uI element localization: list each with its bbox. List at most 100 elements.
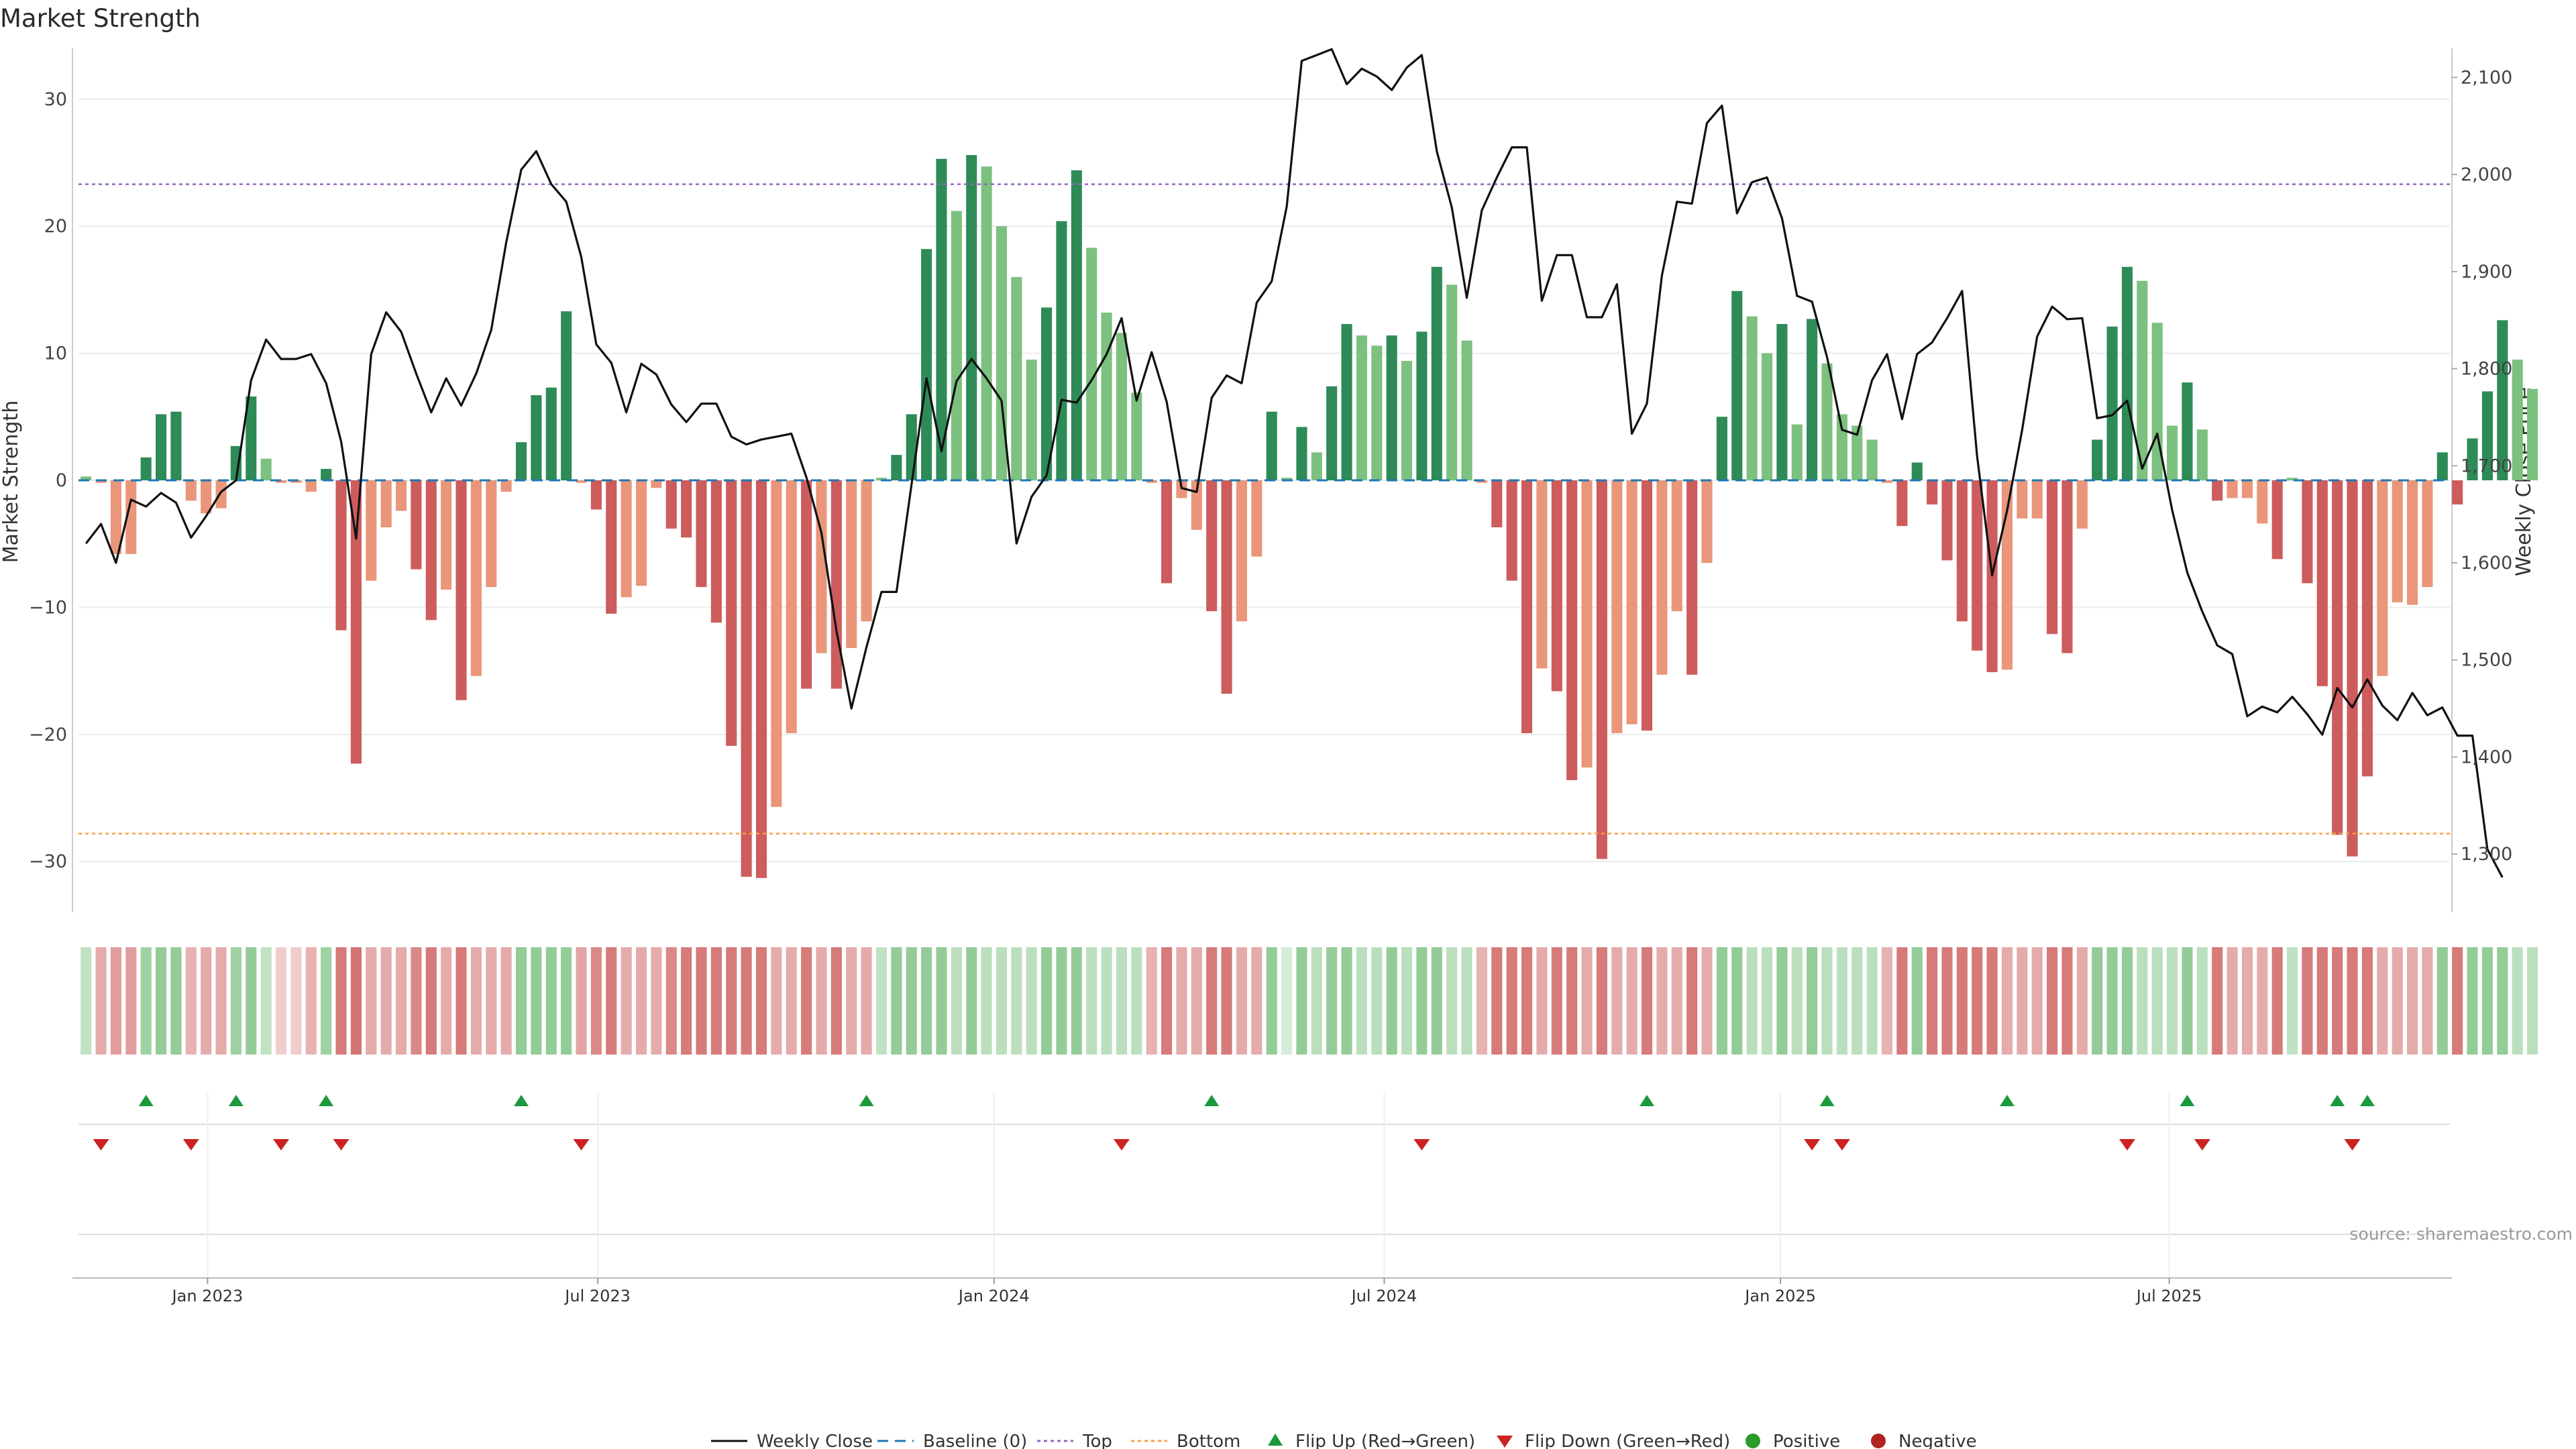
y-tick-left: 10 xyxy=(44,343,67,364)
strength-bar xyxy=(1941,480,1953,561)
heat-cell xyxy=(1761,947,1773,1055)
heat-cell xyxy=(140,947,152,1055)
strength-bar xyxy=(801,480,812,689)
strength-bar xyxy=(2497,320,2508,480)
x-tick-label: Jan 2023 xyxy=(171,1287,244,1305)
x-tick-label: Jan 2024 xyxy=(957,1287,1030,1305)
strength-bar xyxy=(2241,480,2253,498)
y-tick-right: 1,900 xyxy=(2461,262,2512,282)
strength-bar xyxy=(366,480,377,581)
y-tick-left: −20 xyxy=(29,724,67,745)
strength-bar xyxy=(1236,480,1247,622)
strength-bar xyxy=(1071,170,1082,480)
heat-cell xyxy=(2182,947,2193,1055)
heat-cell xyxy=(681,947,692,1055)
legend-item-top: Top xyxy=(1037,1432,1112,1449)
reference-lines xyxy=(78,183,2450,835)
heat-cell xyxy=(1446,947,1458,1055)
heat-cell xyxy=(1626,947,1638,1055)
strength-bar xyxy=(455,480,467,700)
strength-bar xyxy=(2332,480,2343,835)
heat-cell xyxy=(1011,947,1022,1055)
flip-up-marker xyxy=(138,1095,154,1106)
heat-cell xyxy=(350,947,362,1055)
y-tick-left: 0 xyxy=(56,470,67,491)
heat-cell xyxy=(665,947,677,1055)
strength-bar xyxy=(2467,438,2478,480)
strength-bar xyxy=(321,468,332,480)
strength-bar xyxy=(2347,480,2358,857)
heat-cell xyxy=(1356,947,1367,1055)
legend-item-positive: Positive xyxy=(1746,1432,1840,1449)
legend-item-negative: Negative xyxy=(1871,1432,1977,1449)
heat-cell xyxy=(1896,947,1908,1055)
heat-cell xyxy=(2302,947,2313,1055)
strength-bar xyxy=(1191,480,1202,530)
heat-cell xyxy=(786,947,797,1055)
strength-bar xyxy=(1866,439,1878,480)
heat-cell xyxy=(2076,947,2088,1055)
heat-cell xyxy=(1221,947,1232,1055)
strength-bar xyxy=(155,414,167,480)
heat-cell xyxy=(2377,947,2388,1055)
strength-bar xyxy=(786,480,797,733)
heat-cell xyxy=(1866,947,1878,1055)
heat-cell xyxy=(755,947,767,1055)
heat-cell xyxy=(846,947,857,1055)
strength-bar xyxy=(2137,280,2148,480)
heat-cell xyxy=(246,947,257,1055)
y-tick-right: 1,700 xyxy=(2461,455,2512,476)
strength-bar xyxy=(741,480,752,877)
strength-bar xyxy=(846,480,857,649)
strength-bar xyxy=(1146,480,1157,483)
heat-cell xyxy=(590,947,602,1055)
heat-cell xyxy=(201,947,212,1055)
legend-item-baseline: Baseline (0) xyxy=(877,1432,1027,1449)
y-axis-label-left: Market Strength xyxy=(0,400,23,563)
heat-cell xyxy=(1972,947,1983,1055)
strength-bar xyxy=(531,395,542,480)
strength-bar xyxy=(1386,335,1397,480)
heat-cell xyxy=(875,947,888,1055)
heat-cell xyxy=(366,947,377,1055)
heat-cell xyxy=(966,947,977,1055)
strength-bar xyxy=(246,396,257,480)
heat-cell xyxy=(1521,947,1533,1055)
heat-cell xyxy=(1476,947,1487,1055)
strength-bar xyxy=(2001,480,2013,670)
strength-bar xyxy=(621,480,632,598)
legend-item-weekly_close: Weekly Close xyxy=(711,1432,873,1449)
flip-up-marker xyxy=(1999,1095,2015,1106)
flip-up-marker xyxy=(514,1095,529,1106)
strength-bar xyxy=(1671,480,1682,612)
y-tick-right: 1,800 xyxy=(2461,359,2512,380)
flip-down-marker xyxy=(273,1139,290,1150)
strength-bar xyxy=(2196,429,2208,480)
heat-cell xyxy=(1836,947,1847,1055)
heat-cell xyxy=(1341,947,1352,1055)
heat-cell xyxy=(1491,947,1503,1055)
heat-cell xyxy=(1941,947,1953,1055)
strength-bar xyxy=(1416,331,1428,480)
heat-cell xyxy=(996,947,1008,1055)
heat-cell xyxy=(1176,947,1187,1055)
heat-cell xyxy=(830,947,842,1055)
heat-cell xyxy=(2271,947,2283,1055)
strength-bar xyxy=(110,480,121,554)
heat-cell xyxy=(515,947,527,1055)
heat-cell xyxy=(741,947,752,1055)
flip-up-marker xyxy=(2359,1095,2375,1106)
strength-bar xyxy=(830,480,842,689)
flip-down-marker xyxy=(2118,1139,2135,1150)
heat-cell xyxy=(861,947,872,1055)
strength-bar xyxy=(2106,326,2118,480)
heat-cell xyxy=(215,947,227,1055)
strength-bar xyxy=(275,480,287,483)
strength-bar xyxy=(125,480,137,554)
strength-bar xyxy=(290,480,302,483)
heat-cell xyxy=(155,947,167,1055)
flip-down-marker xyxy=(333,1139,350,1150)
strength-bar xyxy=(2436,452,2448,480)
strength-bar xyxy=(861,480,872,622)
heat-cell xyxy=(1431,947,1442,1055)
